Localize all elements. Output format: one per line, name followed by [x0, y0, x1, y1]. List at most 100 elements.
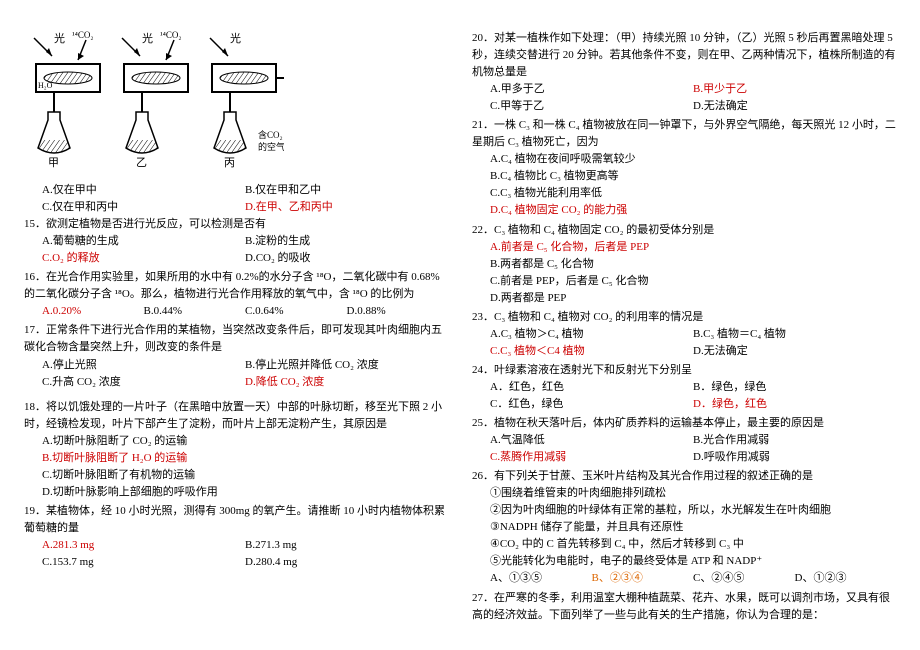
- q23-a: A.C₃ 植物＞C₄ 植物: [490, 326, 693, 343]
- q17-d: D.降低 CO₂ 浓度: [245, 374, 448, 391]
- q19-d: D.280.4 mg: [245, 554, 448, 571]
- flask-b-label: 乙: [136, 156, 147, 169]
- q23-b: B.C₃ 植物＝C₄ 植物: [693, 326, 896, 343]
- q25-num: 25．: [472, 417, 494, 429]
- page: 光 ¹⁴CO₂ H₂O 甲: [0, 0, 920, 650]
- q17-num: 17．: [24, 324, 46, 336]
- q25-text: 植物在秋天落叶后，体内矿质养料的运输基本停止，最主要的原因是: [494, 417, 824, 429]
- q19-text: 某植物体，经 10 小时光照，测得有 300mg 的氧产生。请推断 10 小时内…: [24, 505, 445, 534]
- q27: 27．在严寒的冬季，利用温室大棚种植蔬菜、花卉、水果，既可以调剂市场，又具有很高…: [472, 590, 896, 624]
- q23-text: C₃ 植物和 C₄ 植物对 CO₂ 的利用率的情况是: [494, 311, 703, 323]
- q23-c: C.C₃ 植物＜C4 植物: [490, 343, 693, 360]
- q15-text: 欲测定植物是否进行光反应，可以检测是否有: [46, 218, 266, 230]
- q18-text: 将以饥饿处理的一片叶子（在黑暗中放置一天）中部的叶脉切断，移至光下照 2 小时，…: [24, 401, 442, 430]
- q16-a: A.0.20%: [42, 303, 144, 320]
- two-columns: 光 ¹⁴CO₂ H₂O 甲: [24, 30, 896, 626]
- q26-l5: ⑤光能转化为电能时，电子的最终受体是 ATP 和 NADP⁺: [490, 553, 896, 570]
- q19-b: B.271.3 mg: [245, 537, 448, 554]
- q17-b: B.停止光照并降低 CO₂ 浓度: [245, 357, 448, 374]
- q26-c: C、②④⑤: [693, 570, 795, 587]
- q16: 16．在光合作用实验里，如果所用的水中有 0.2%的水分子含 ¹⁸O，二氧化碳中…: [24, 269, 448, 320]
- q18-d: D.切断叶脉影响上部细胞的呼吸作用: [42, 484, 448, 501]
- q26-l4: ④CO₂ 中的 C 首先转移到 C₄ 中，然后才转移到 C₃ 中: [490, 536, 896, 553]
- light-label-a: 光: [54, 31, 65, 45]
- q21: 21．一株 C₃ 和一株 C₄ 植物被放在同一钟罩下，与外界空气隔绝，每天照光 …: [472, 117, 896, 219]
- q20-num: 20．: [472, 32, 494, 44]
- q15-num: 15．: [24, 218, 46, 230]
- q24-b: B．绿色，绿色: [693, 379, 896, 396]
- q18-b: B.切断叶脉阻断了 H₂O 的运输: [42, 450, 448, 467]
- q26-text: 有下列关于甘蔗、玉米叶片结构及其光合作用过程的叙述正确的是: [494, 470, 813, 482]
- q17-text: 正常条件下进行光合作用的某植物，当突然改变条件后，即可发现其叶肉细胞内五碳化合物…: [24, 324, 442, 353]
- q16-text: 在光合作用实验里，如果所用的水中有 0.2%的水分子含 ¹⁸O，二氧化碳中有 0…: [24, 271, 440, 300]
- q23-num: 23．: [472, 311, 494, 323]
- q17-c: C.升高 CO₂ 浓度: [42, 374, 245, 391]
- q26-b: B、②③④: [592, 570, 694, 587]
- q20-a: A.甲多于乙: [490, 81, 693, 98]
- q19-c: C.153.7 mg: [42, 554, 245, 571]
- q18-a: A.切断叶脉阻断了 CO₂ 的运输: [42, 433, 448, 450]
- q18-num: 18．: [24, 401, 46, 413]
- q17: 17．正常条件下进行光合作用的某植物，当突然改变条件后，即可发现其叶肉细胞内五碳…: [24, 322, 448, 390]
- q16-num: 16．: [24, 271, 46, 283]
- q24-a: A．红色，红色: [490, 379, 693, 396]
- q25-a: A.气温降低: [490, 432, 693, 449]
- q26-l1: ①围绕着维管束的叶肉细胞排列疏松: [490, 485, 896, 502]
- q24-c: C．红色，绿色: [490, 396, 693, 413]
- q26-l3: ③NADPH 储存了能量，并且具有还原性: [490, 519, 896, 536]
- q15-b: B.淀粉的生成: [245, 233, 448, 250]
- q15-a: A.葡萄糖的生成: [42, 233, 245, 250]
- q16-d: D.0.88%: [347, 303, 449, 320]
- co2-label-a: ¹⁴CO₂: [72, 30, 93, 40]
- q14-c: C.仅在甲和丙中: [42, 199, 245, 216]
- air-label-1: 含CO₂: [258, 129, 283, 140]
- q20: 20．对某一植株作如下处理：（甲）持续光照 10 分钟，（乙）光照 5 秒后再置…: [472, 30, 896, 115]
- q21-num: 21．: [472, 119, 494, 131]
- q16-c: C.0.64%: [245, 303, 347, 320]
- q14-options: A.仅在甲中 B.仅在甲和乙中 C.仅在甲和丙中 D.在甲、乙和丙中: [24, 182, 448, 216]
- q21-a: A.C₄ 植物在夜间呼吸需氧较少: [490, 151, 896, 168]
- q26-a: A、①③⑤: [490, 570, 592, 587]
- q20-d: D.无法确定: [693, 98, 896, 115]
- q24: 24．叶绿素溶液在透射光下和反射光下分别呈 A．红色，红色 B．绿色，绿色 C．…: [472, 362, 896, 413]
- q14-b: B.仅在甲和乙中: [245, 182, 448, 199]
- q23: 23．C₃ 植物和 C₄ 植物对 CO₂ 的利用率的情况是 A.C₃ 植物＞C₄…: [472, 309, 896, 360]
- right-column: 20．对某一植株作如下处理：（甲）持续光照 10 分钟，（乙）光照 5 秒后再置…: [472, 30, 896, 626]
- q20-b: B.甲少于乙: [693, 81, 896, 98]
- experiment-diagram: 光 ¹⁴CO₂ H₂O 甲: [24, 30, 284, 170]
- q26-num: 26．: [472, 470, 494, 482]
- q26-l2: ②因为叶肉细胞的叶绿体有正常的基粒，所以，水光解发生在叶肉细胞: [490, 502, 896, 519]
- q19: 19．某植物体，经 10 小时光照，测得有 300mg 的氧产生。请推断 10 …: [24, 503, 448, 571]
- q14-d: D.在甲、乙和丙中: [245, 199, 448, 216]
- q19-a: A.281.3 mg: [42, 537, 245, 554]
- q25-d: D.呼吸作用减弱: [693, 449, 896, 466]
- light-label-b: 光: [142, 31, 153, 45]
- flask-c-label: 丙: [224, 157, 235, 169]
- q27-text: 在严寒的冬季，利用温室大棚种植蔬菜、花卉、水果，既可以调剂市场，又具有很高的经济…: [472, 592, 890, 621]
- light-label-c: 光: [230, 31, 241, 45]
- co2-label-b: ¹⁴CO₂: [160, 30, 181, 40]
- q23-d: D.无法确定: [693, 343, 896, 360]
- q26: 26．有下列关于甘蔗、玉米叶片结构及其光合作用过程的叙述正确的是 ①围绕着维管束…: [472, 468, 896, 587]
- q16-b: B.0.44%: [144, 303, 246, 320]
- q18-c: C.切断叶脉阻断了有机物的运输: [42, 467, 448, 484]
- q21-d: D.C₄ 植物固定 CO₂ 的能力强: [490, 202, 896, 219]
- q14-a: A.仅在甲中: [42, 182, 245, 199]
- q22-text: C₃ 植物和 C₄ 植物固定 CO₂ 的最初受体分别是: [494, 224, 714, 236]
- q20-c: C.甲等于乙: [490, 98, 693, 115]
- flask-a-label: 甲: [48, 157, 59, 169]
- q25-b: B.光合作用减弱: [693, 432, 896, 449]
- air-label-2: 的空气: [258, 141, 284, 152]
- q25: 25．植物在秋天落叶后，体内矿质养料的运输基本停止，最主要的原因是 A.气温降低…: [472, 415, 896, 466]
- q18: 18．将以饥饿处理的一片叶子（在黑暗中放置一天）中部的叶脉切断，移至光下照 2 …: [24, 399, 448, 501]
- q24-text: 叶绿素溶液在透射光下和反射光下分别呈: [494, 364, 692, 376]
- q22: 22．C₃ 植物和 C₄ 植物固定 CO₂ 的最初受体分别是 A.前者是 C₅ …: [472, 222, 896, 307]
- q24-d: D．绿色，红色: [693, 396, 896, 413]
- left-column: 光 ¹⁴CO₂ H₂O 甲: [24, 30, 448, 626]
- q26-d: D、①②③: [795, 570, 897, 587]
- q17-a: A.停止光照: [42, 357, 245, 374]
- q21-b: B.C₄ 植物比 C₃ 植物更高等: [490, 168, 896, 185]
- q20-text: 对某一植株作如下处理：（甲）持续光照 10 分钟，（乙）光照 5 秒后再置黑暗处…: [472, 32, 896, 78]
- q27-num: 27．: [472, 592, 494, 604]
- q22-num: 22．: [472, 224, 494, 236]
